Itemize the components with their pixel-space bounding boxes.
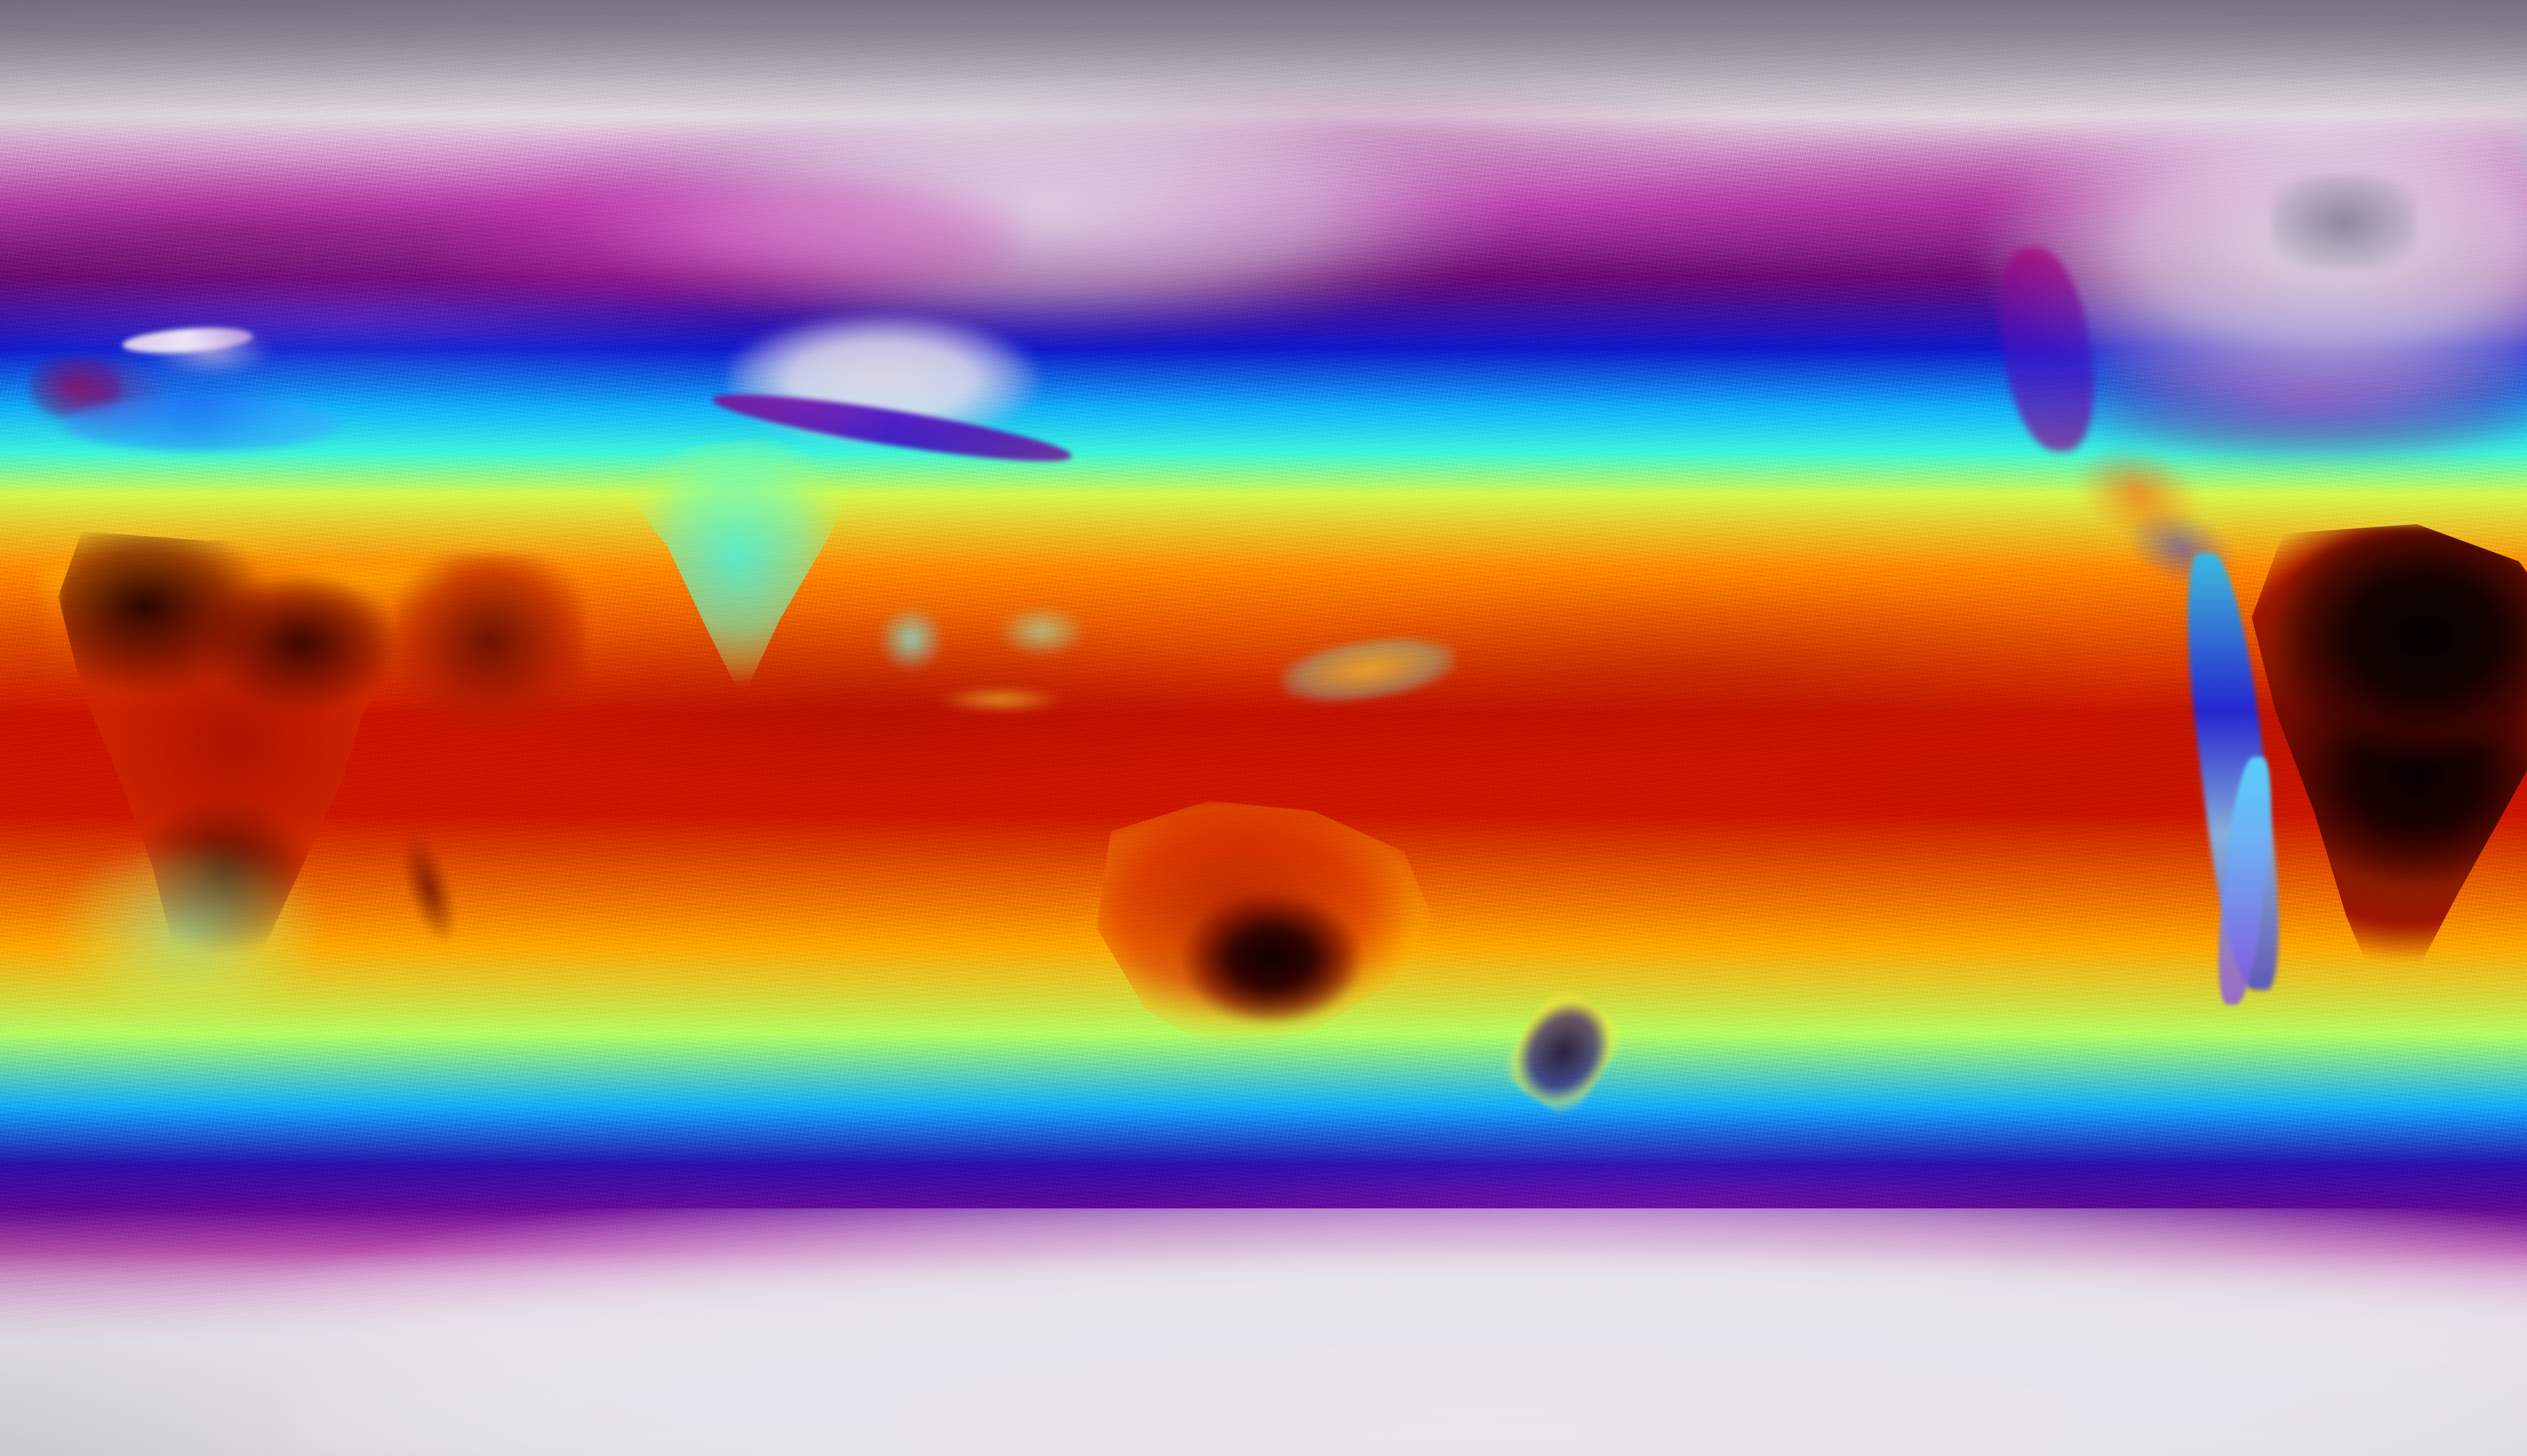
temperature-map-canvas xyxy=(0,0,2527,1456)
mediterranean-sea xyxy=(64,396,341,451)
central-asia-region xyxy=(437,175,1019,306)
arabian-peninsula xyxy=(396,553,585,728)
southeast-asia-islands xyxy=(830,582,1237,772)
southern-africa-cool-region xyxy=(58,844,320,1019)
australia-landmass xyxy=(1083,801,1432,1056)
new-guinea-landmass xyxy=(1278,629,1459,711)
hudson-bay xyxy=(2271,175,2416,269)
indian-subcontinent xyxy=(626,437,859,699)
new-zealand-landmass xyxy=(1496,982,1630,1122)
madagascar-landmass xyxy=(391,826,468,950)
